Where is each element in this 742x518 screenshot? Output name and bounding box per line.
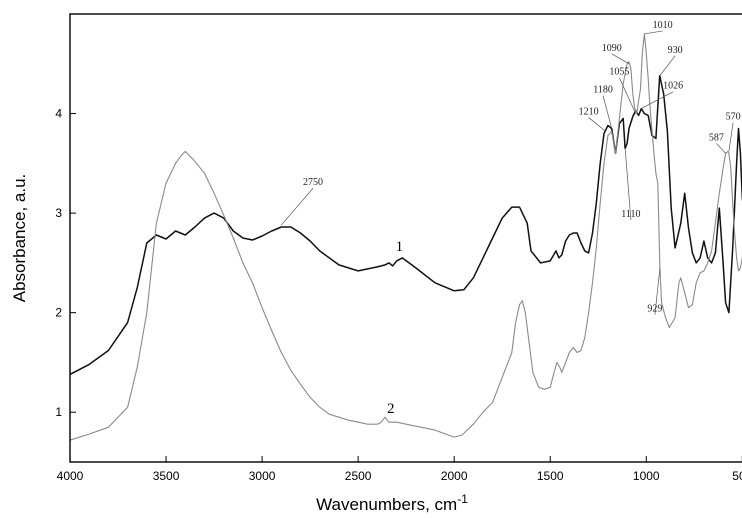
y-ticks: 1 2 3 4 xyxy=(55,107,76,419)
annotation-label-1010: 1010 xyxy=(653,20,673,31)
x-ticks: 4000 3500 3000 2500 2000 1500 1000 500 xyxy=(57,456,742,483)
y-tick-label-1: 1 xyxy=(55,405,62,419)
annotation-label-1180: 1180 xyxy=(593,85,613,96)
annotation-leader-2750 xyxy=(281,188,314,226)
y-tick-label-2: 2 xyxy=(55,306,62,320)
annotation-leader-930 xyxy=(659,55,676,76)
annotation-label-570: 570 xyxy=(726,112,741,123)
annotation-label-1026: 1026 xyxy=(663,81,683,92)
series-line-2 xyxy=(70,33,742,441)
plot-frame xyxy=(69,13,742,463)
x-tick-label-4000: 4000 xyxy=(57,469,84,483)
x-tick-label-1500: 1500 xyxy=(537,469,564,483)
annotation-leader-929 xyxy=(654,267,661,315)
series-line-1 xyxy=(70,74,742,376)
x-axis-title-text: Wavenumbers, cm xyxy=(316,495,457,514)
annotation-label-2750: 2750 xyxy=(303,177,323,188)
annotation-label-1110: 1110 xyxy=(621,209,640,220)
curve-label-1: 1 xyxy=(396,239,404,255)
annotation-label-1090: 1090 xyxy=(602,43,622,54)
annotation-leader-587 xyxy=(716,143,726,154)
x-axis-title: Wavenumbers, cm-1 xyxy=(316,492,468,514)
annotation-leader-1026 xyxy=(641,91,674,109)
x-tick-label-1000: 1000 xyxy=(633,469,660,483)
annotation-leader-1010 xyxy=(644,30,663,35)
annotation-label-930: 930 xyxy=(668,45,683,56)
annotation-leader-570 xyxy=(728,122,734,152)
annotation-leader-1110 xyxy=(624,148,632,221)
annotation-leader-1210 xyxy=(588,117,607,132)
curve-label-2: 2 xyxy=(387,401,395,417)
x-axis-title-superscript: -1 xyxy=(457,492,468,506)
annotation-label-929: 929 xyxy=(647,304,662,315)
x-tick-label-2000: 2000 xyxy=(441,469,468,483)
x-tick-label-500: 500 xyxy=(732,469,742,483)
y-axis-title: Absorbance, a.u. xyxy=(10,174,29,303)
annotation-label-587: 587 xyxy=(709,132,724,143)
annotation-leader-1180 xyxy=(602,95,613,129)
x-tick-label-2500: 2500 xyxy=(345,469,372,483)
annotation-label-1210: 1210 xyxy=(579,107,599,118)
annotation-leader-1090 xyxy=(611,53,630,65)
series-layer xyxy=(70,33,742,441)
y-tick-label-3: 3 xyxy=(55,206,62,220)
curve-labels: 12 xyxy=(387,239,403,417)
x-tick-label-3000: 3000 xyxy=(249,469,276,483)
annotation-label-1055: 1055 xyxy=(609,67,629,78)
y-tick-label-4: 4 xyxy=(55,107,62,121)
annotation-leader-1055 xyxy=(619,77,637,114)
x-tick-label-3500: 3500 xyxy=(153,469,180,483)
